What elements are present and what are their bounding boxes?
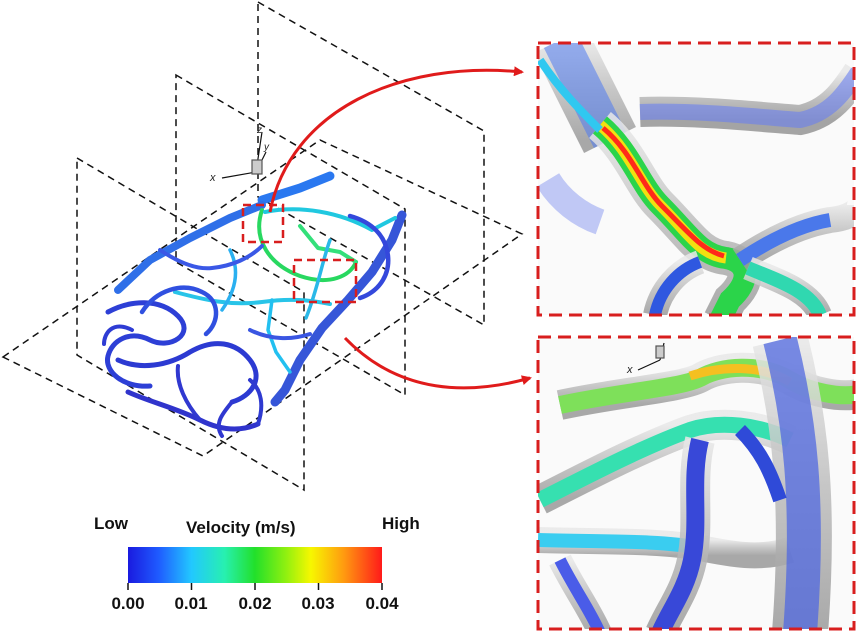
vessel-cyan-1 bbox=[263, 207, 397, 232]
colorbar-low-label: Low bbox=[94, 514, 128, 533]
vessel-blue-8 bbox=[347, 213, 391, 301]
vessel-blue-11 bbox=[248, 378, 264, 426]
vessel-cyan-4 bbox=[304, 238, 332, 320]
vessel-green-2 bbox=[298, 224, 358, 264]
vessel-left-artery bbox=[114, 201, 266, 294]
axes-triad-main bbox=[221, 131, 267, 179]
vessel-cyan-3 bbox=[220, 248, 238, 312]
vessel-green-arc bbox=[257, 208, 358, 282]
zoom-region-2 bbox=[292, 258, 358, 304]
vessel-blue-9 bbox=[248, 328, 312, 341]
colorbar-title: Velocity (m/s) bbox=[186, 518, 296, 537]
axis-label-x: x bbox=[209, 172, 216, 184]
plane-vertical-front bbox=[76, 156, 305, 492]
plane-vertical-middle bbox=[175, 73, 406, 397]
vessel-blue-4 bbox=[139, 285, 219, 337]
inset-bottom bbox=[536, 335, 856, 631]
slicing-planes bbox=[1, 0, 524, 492]
plane-horizontal bbox=[1, 139, 524, 457]
axis-label-z: z bbox=[256, 125, 262, 136]
zoom-region-1 bbox=[241, 203, 285, 244]
callout-arrow-bottom bbox=[343, 336, 532, 390]
inset-axis-label-x: x bbox=[626, 364, 633, 376]
colorbar-tick-label: 0.03 bbox=[301, 594, 335, 613]
colorbar bbox=[128, 547, 382, 583]
vessel-blue-5 bbox=[175, 364, 202, 422]
inset-top-frame bbox=[536, 41, 856, 317]
callout-arrow-top bbox=[268, 66, 524, 213]
colorbar-high-label: High bbox=[382, 514, 420, 533]
vessel-cyan-5 bbox=[266, 298, 292, 374]
axis-label-y: y bbox=[263, 142, 270, 153]
vessel-right-trunk bbox=[270, 210, 407, 407]
vessel-blue-2 bbox=[115, 341, 259, 405]
colorbar-tick-label: 0.01 bbox=[174, 594, 208, 613]
plane-vertical-back bbox=[257, 0, 485, 327]
vessel-network bbox=[102, 171, 407, 438]
colorbar-tick-label: 0.00 bbox=[111, 594, 145, 613]
colorbar-tick-label: 0.04 bbox=[365, 594, 399, 613]
inset-top bbox=[536, 41, 856, 317]
inset-bottom-frame bbox=[536, 335, 856, 631]
zoom-region-markers bbox=[241, 203, 358, 304]
vessel-blue-10 bbox=[102, 324, 134, 346]
vessel-cyan-2 bbox=[173, 290, 332, 306]
colorbar-ticks bbox=[127, 583, 383, 590]
vessel-blue-7 bbox=[158, 244, 264, 271]
vessel-blue-1 bbox=[105, 300, 187, 389]
colorbar-tick-label: 0.02 bbox=[238, 594, 272, 613]
axes-triad-inset bbox=[637, 342, 665, 371]
vessel-blue-6 bbox=[216, 400, 234, 438]
vessel-top-artery bbox=[257, 171, 335, 205]
